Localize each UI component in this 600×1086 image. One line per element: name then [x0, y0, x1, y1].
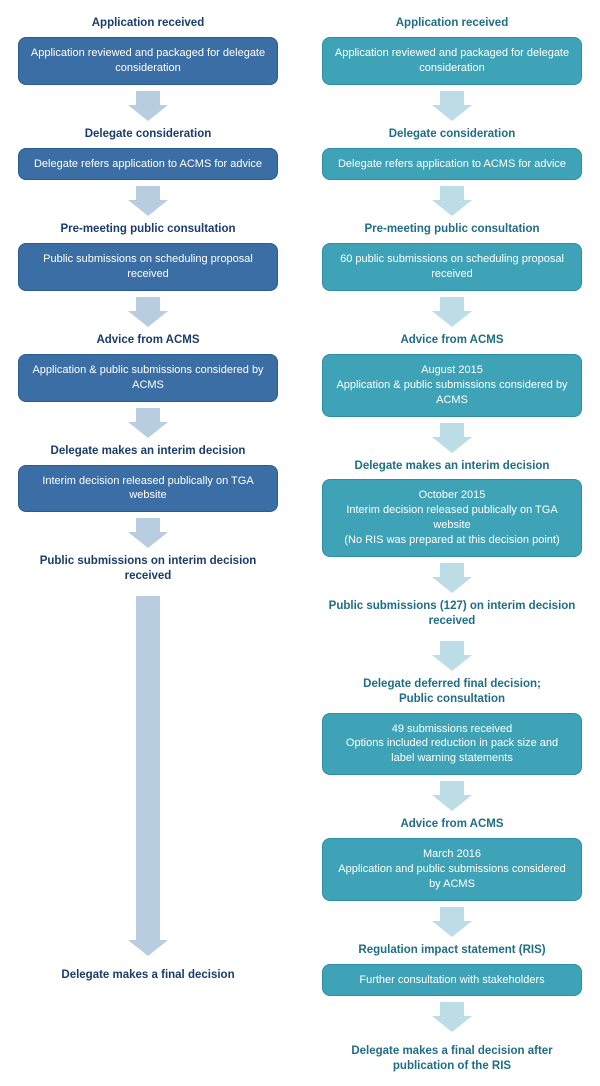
flowchart-left: Application received Application reviewed… — [8, 12, 288, 1074]
step-title: Delegate makes an interim decision — [51, 444, 246, 459]
step-box: Delegate refers application to ACMS for … — [18, 148, 278, 181]
step-title: Public submissions on interim decision r… — [38, 554, 258, 584]
step-box: Application & public submissions conside… — [18, 354, 278, 402]
step-title: Delegate deferred final decision;Public … — [363, 677, 541, 707]
final-title: Delegate makes a final decision after pu… — [332, 1044, 572, 1074]
flow-arrow — [432, 563, 472, 593]
step-box: 49 submissions receivedOptions included … — [322, 713, 582, 776]
step-box: Further consultation with stakeholders — [322, 964, 582, 997]
flow-arrow — [128, 518, 168, 548]
step-title: Pre-meeting public consultation — [60, 222, 235, 237]
flow-arrow — [432, 423, 472, 453]
flow-arrow — [128, 408, 168, 438]
step-box: Application reviewed and packaged for de… — [18, 37, 278, 85]
flowchart-container: Application received Application reviewed… — [8, 12, 592, 1074]
flow-arrow — [432, 907, 472, 937]
step-title: Delegate makes an interim decision — [355, 459, 550, 474]
step-title: Application received — [396, 16, 508, 31]
step-box: March 2016Application and public submiss… — [322, 838, 582, 901]
flow-arrow — [432, 1002, 472, 1032]
step-box: Interim decision released publically on … — [18, 465, 278, 513]
flow-arrow — [128, 91, 168, 121]
step-title: Advice from ACMS — [96, 333, 199, 348]
flow-arrow — [432, 781, 472, 811]
step-title: Delegate consideration — [85, 127, 212, 142]
step-box: August 2015Application & public submissi… — [322, 354, 582, 417]
flow-arrow — [432, 641, 472, 671]
step-box: Application reviewed and packaged for de… — [322, 37, 582, 85]
flow-arrow — [432, 297, 472, 327]
flow-arrow — [128, 186, 168, 216]
flow-arrow — [128, 297, 168, 327]
flow-arrow — [432, 91, 472, 121]
flowchart-right: Application received Application reviewed… — [312, 12, 592, 1074]
step-box: October 2015Interim decision released pu… — [322, 479, 582, 556]
step-title: Delegate consideration — [389, 127, 516, 142]
step-box: 60 public submissions on scheduling prop… — [322, 243, 582, 291]
final-title: Delegate makes a final decision — [61, 968, 234, 983]
flow-arrow — [432, 186, 472, 216]
step-box: Delegate refers application to ACMS for … — [322, 148, 582, 181]
step-title: Pre-meeting public consultation — [364, 222, 539, 237]
step-title: Regulation impact statement (RIS) — [358, 943, 545, 958]
step-title: Advice from ACMS — [400, 817, 503, 832]
step-title: Application received — [92, 16, 204, 31]
step-box: Public submissions on scheduling proposa… — [18, 243, 278, 291]
step-title: Advice from ACMS — [400, 333, 503, 348]
step-title: Public submissions (127) on interim deci… — [312, 599, 592, 629]
flow-arrow — [128, 596, 168, 956]
